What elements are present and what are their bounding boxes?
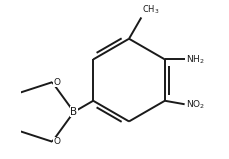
Text: NH$_2$: NH$_2$ (186, 53, 205, 66)
Text: O: O (53, 78, 60, 87)
Text: NO$_2$: NO$_2$ (186, 98, 205, 111)
Text: CH$_3$: CH$_3$ (142, 4, 160, 16)
Text: O: O (53, 137, 60, 146)
Text: B: B (70, 107, 77, 117)
